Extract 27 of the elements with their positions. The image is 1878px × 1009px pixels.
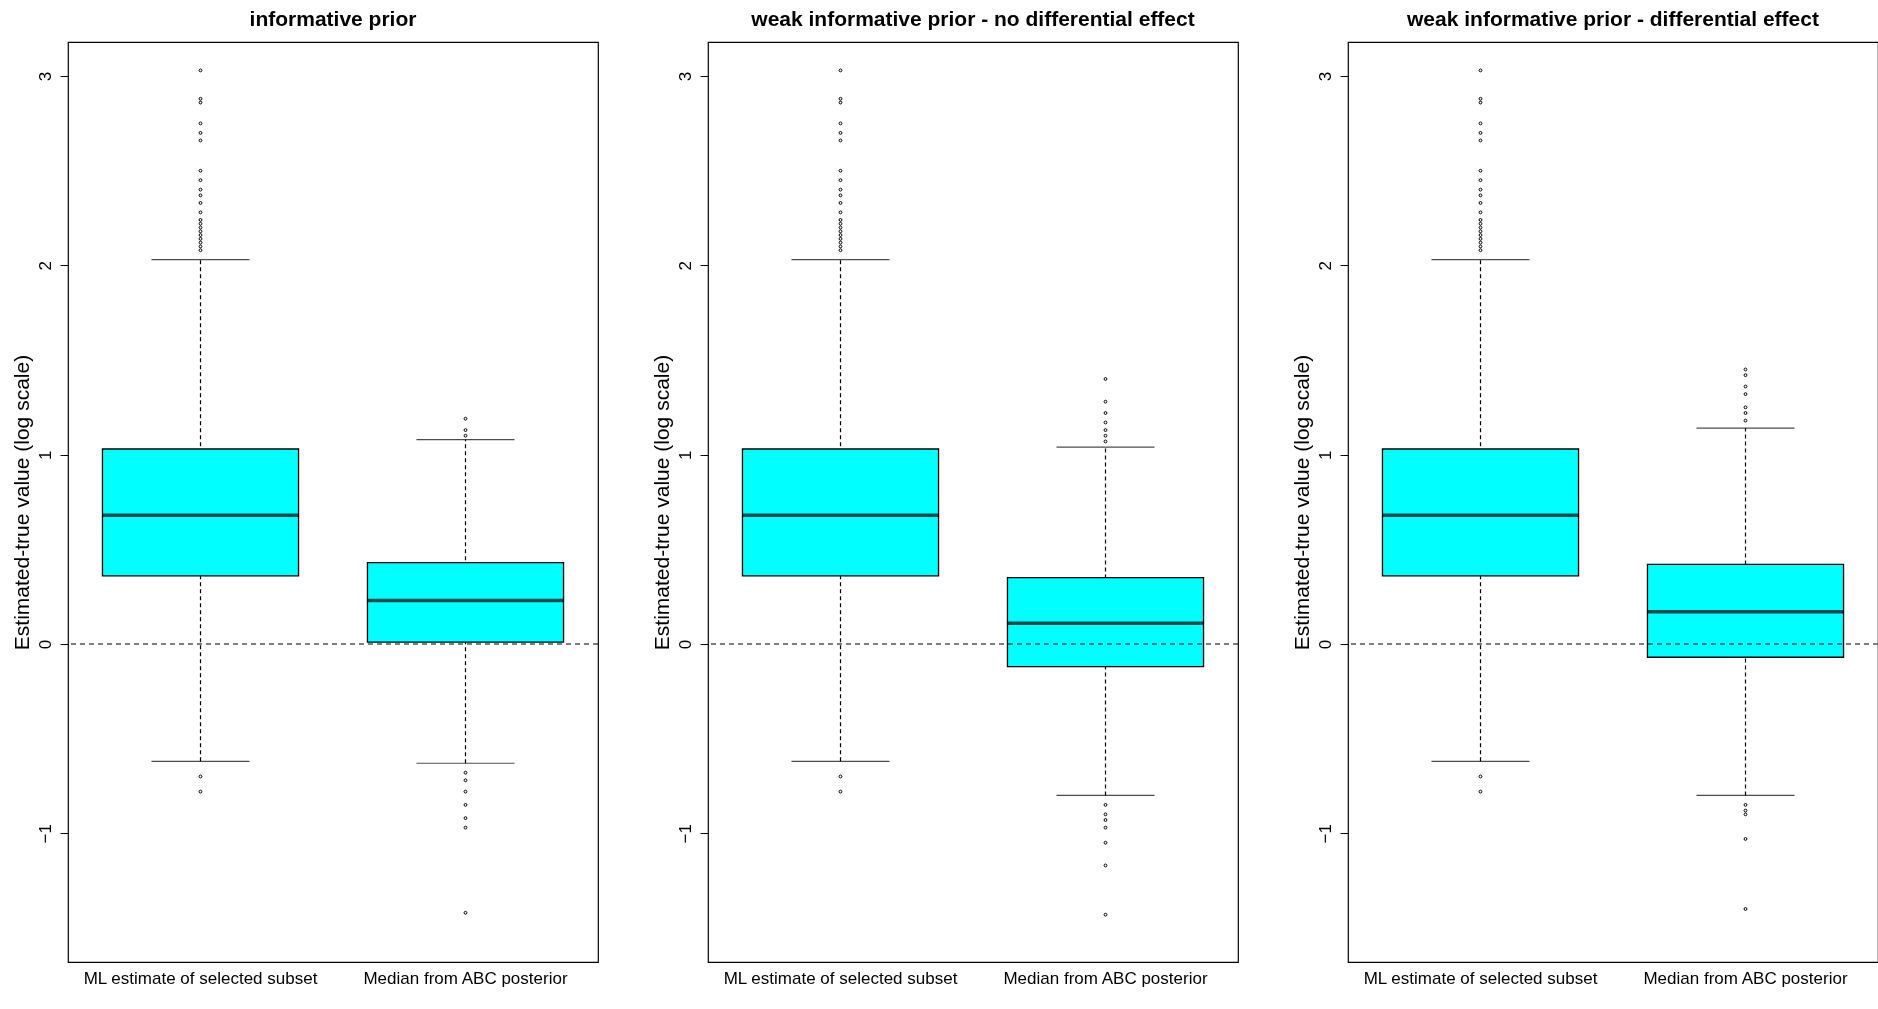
x-tick-label: Median from ABC posterior [363, 968, 568, 988]
y-tick-label: 1 [675, 450, 695, 460]
y-tick-label: −1 [675, 824, 695, 844]
x-tick-label: Median from ABC posterior [1003, 968, 1208, 988]
chart-title: weak informative prior - no differential effect [750, 7, 1195, 30]
x-tick-label: Median from ABC posterior [1643, 968, 1848, 988]
y-tick-label: 1 [35, 450, 55, 460]
y-tick-label: 1 [1315, 450, 1335, 460]
y-tick-label: 2 [675, 261, 695, 271]
y-tick-label: 3 [675, 71, 695, 82]
y-tick-label: 3 [1315, 71, 1335, 82]
x-tick-label: ML estimate of selected subset [83, 968, 318, 988]
y-axis-title: Estimated-true value (log scale) [1289, 354, 1313, 651]
chart-title: informative prior [249, 7, 417, 30]
y-axis-title: Estimated-true value (log scale) [9, 354, 33, 651]
x-tick-label: ML estimate of selected subset [723, 968, 958, 988]
x-tick-label: ML estimate of selected subset [1363, 968, 1598, 988]
chart-title: weak informative prior - differential effect [1406, 7, 1819, 30]
y-tick-label: 0 [675, 639, 695, 650]
y-tick-label: 2 [35, 261, 55, 271]
y-tick-label: 3 [35, 71, 55, 82]
y-tick-label: −1 [1315, 824, 1335, 844]
y-tick-label: 0 [35, 639, 55, 650]
y-tick-label: 0 [1315, 639, 1335, 650]
y-tick-label: 2 [1315, 261, 1335, 271]
y-axis-title: Estimated-true value (log scale) [649, 354, 673, 651]
y-tick-label: −1 [35, 824, 55, 844]
